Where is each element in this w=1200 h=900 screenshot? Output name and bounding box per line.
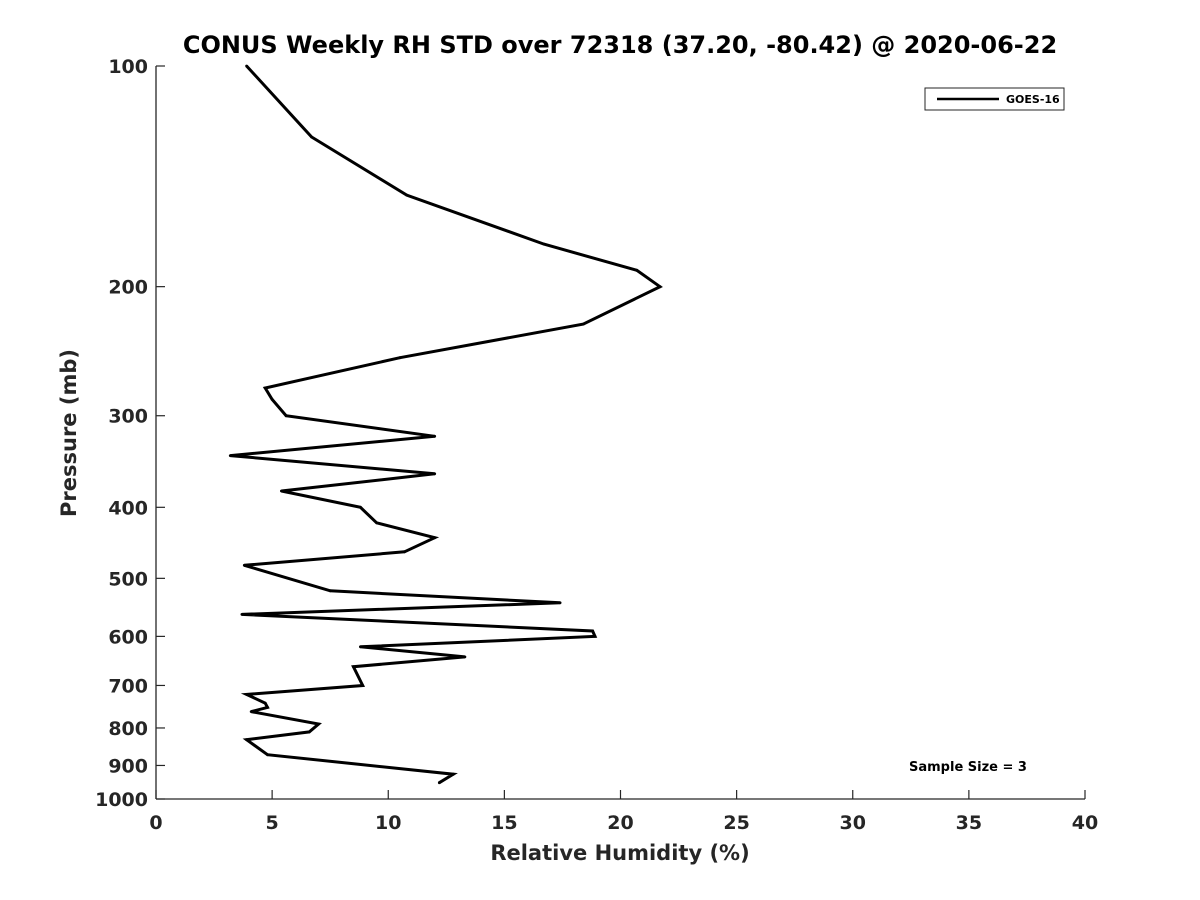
data-point bbox=[398, 356, 402, 360]
data-point bbox=[263, 701, 267, 705]
data-point bbox=[359, 645, 362, 649]
data-point bbox=[593, 635, 597, 638]
x-tick-label: 0 bbox=[149, 812, 162, 834]
data-point bbox=[375, 521, 378, 525]
y-tick-label: 900 bbox=[108, 755, 148, 777]
x-tick-label: 40 bbox=[1072, 812, 1098, 834]
data-point bbox=[437, 781, 441, 785]
data-point bbox=[352, 665, 355, 669]
x-axis-ticks: 0 5 10 15 20 25 30 35 40 bbox=[149, 790, 1098, 834]
data-point bbox=[317, 722, 320, 726]
data-point bbox=[463, 655, 467, 659]
data-point bbox=[591, 629, 594, 633]
data-point bbox=[451, 772, 455, 776]
data-point bbox=[240, 613, 244, 616]
y-tick-label: 500 bbox=[108, 568, 148, 590]
y-tick-label: 400 bbox=[108, 497, 148, 519]
x-tick-label: 30 bbox=[840, 812, 866, 834]
data-point bbox=[310, 135, 313, 139]
x-tick-label: 10 bbox=[375, 812, 401, 834]
data-point bbox=[280, 489, 283, 493]
data-point bbox=[361, 684, 365, 687]
y-axis-ticks: 100 200 300 400 500 600 700 800 900 1000 bbox=[95, 56, 165, 811]
data-point bbox=[635, 268, 639, 272]
data-point bbox=[405, 193, 409, 197]
data-point bbox=[542, 242, 546, 246]
y-axis-label: Pressure (mb) bbox=[57, 349, 81, 517]
data-point bbox=[433, 472, 437, 476]
data-point bbox=[249, 710, 253, 713]
y-tick-label: 300 bbox=[108, 406, 148, 428]
data-point bbox=[658, 285, 662, 289]
data-point bbox=[245, 64, 249, 68]
data-point bbox=[558, 601, 562, 605]
data-point bbox=[245, 693, 249, 696]
y-tick-label: 200 bbox=[108, 277, 148, 299]
data-point bbox=[245, 738, 249, 742]
data-point bbox=[581, 322, 585, 326]
x-tick-label: 5 bbox=[266, 812, 279, 834]
y-tick-label: 1000 bbox=[95, 789, 148, 811]
x-tick-label: 15 bbox=[491, 812, 517, 834]
x-tick-label: 35 bbox=[956, 812, 982, 834]
y-tick-label: 100 bbox=[108, 56, 148, 78]
plot-area: 0 5 10 15 20 25 30 35 40 100 200 300 400 500 600 700 80… bbox=[95, 56, 1098, 834]
data-point bbox=[284, 414, 288, 418]
chart-title: CONUS Weekly RH STD over 72318 (37.20, -… bbox=[183, 31, 1057, 59]
legend: GOES-16 bbox=[924, 87, 1065, 111]
data-point bbox=[433, 536, 437, 540]
series-layer bbox=[228, 64, 663, 785]
data-point bbox=[359, 505, 362, 509]
data-point bbox=[263, 386, 267, 390]
legend-entry-label: GOES-16 bbox=[1006, 93, 1060, 106]
data-point bbox=[403, 550, 406, 554]
data-point bbox=[270, 398, 274, 401]
data-point bbox=[266, 753, 269, 757]
data-point bbox=[242, 563, 246, 567]
data-point bbox=[307, 730, 311, 734]
y-tick-label: 700 bbox=[108, 675, 148, 697]
data-point bbox=[328, 589, 332, 593]
data-point bbox=[433, 434, 437, 438]
y-tick-label: 800 bbox=[108, 718, 148, 740]
data-point bbox=[228, 454, 232, 457]
data-point bbox=[266, 706, 269, 709]
x-tick-label: 20 bbox=[607, 812, 633, 834]
sample-size-annotation: Sample Size = 3 bbox=[909, 760, 1027, 775]
y-tick-label: 600 bbox=[108, 626, 148, 648]
x-tick-label: 25 bbox=[723, 812, 749, 834]
series-line-1 bbox=[230, 64, 663, 784]
x-axis-label: Relative Humidity (%) bbox=[490, 841, 749, 865]
